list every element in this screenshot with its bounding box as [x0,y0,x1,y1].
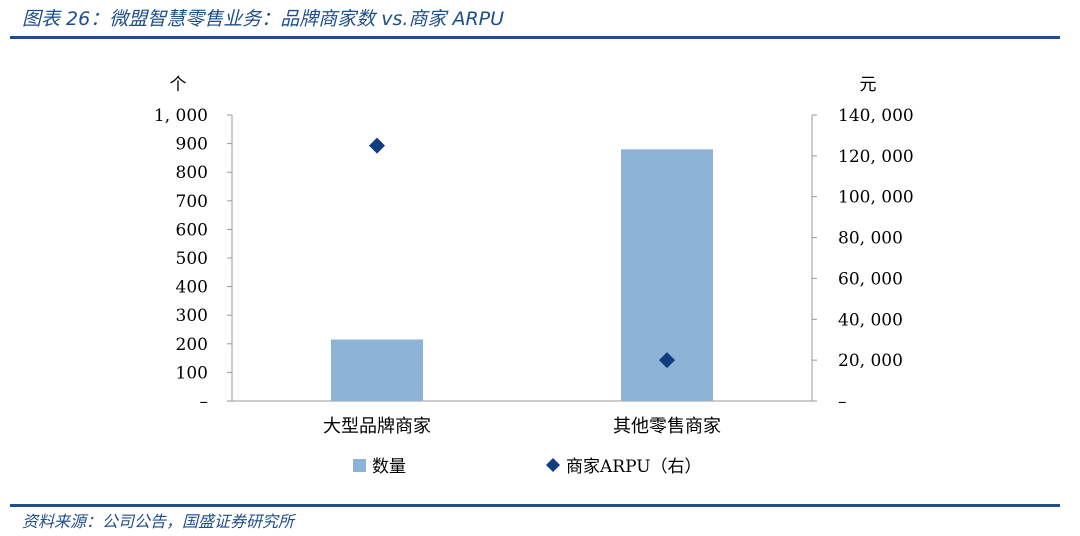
left-tick-label: 300 [176,306,208,326]
left-tick-label: 700 [176,192,208,212]
legend-swatch-bar [353,459,366,472]
left-tick-label: 600 [176,220,208,240]
left-tick-label: 900 [176,135,208,155]
right-tick-label: 40, 000 [838,310,903,330]
left-tick-label: 200 [176,335,208,355]
right-tick-label: 80, 000 [838,229,903,249]
x-tick-label: 大型品牌商家 [323,416,431,437]
legend: 数量 商家ARPU（右） [353,457,702,477]
right-tick-label: 100, 000 [838,188,914,208]
left-tick-label: 800 [176,163,208,183]
right-tick-label: 20, 000 [838,351,903,371]
left-tick-label: 500 [176,249,208,269]
right-tick-label: 140, 000 [838,106,914,126]
arpu-marker [369,137,385,154]
right-tick-label: 120, 000 [838,147,914,167]
bar [331,339,423,401]
right-axis-unit: 元 [860,75,877,95]
left-axis-unit: 个 [170,75,187,95]
legend-label-bar: 数量 [372,457,406,477]
left-tick-label: 1, 000 [154,106,208,126]
legend-label-arpu: 商家ARPU（右） [566,457,702,477]
title-divider [10,36,1060,39]
footer-divider [10,504,1060,507]
chart: 个 元 – 100 200 300 400 500 600 700 800 900 1, 000 –… [154,75,914,477]
left-tick-label: – [200,392,209,412]
left-tick-label: 100 [176,363,208,383]
source-note: 资料来源：公司公告，国盛证券研究所 [22,512,295,531]
x-tick-label: 其他零售商家 [613,416,721,437]
figure-title: 图表 26：微盟智慧零售业务：品牌商家数 vs.商家 ARPU [22,8,505,30]
left-tick-label: 400 [176,278,208,298]
right-tick-label: 60, 000 [838,269,903,289]
right-tick-label: – [838,392,847,412]
legend-swatch-diamond-icon [546,458,560,472]
arpu-marker [659,352,675,369]
